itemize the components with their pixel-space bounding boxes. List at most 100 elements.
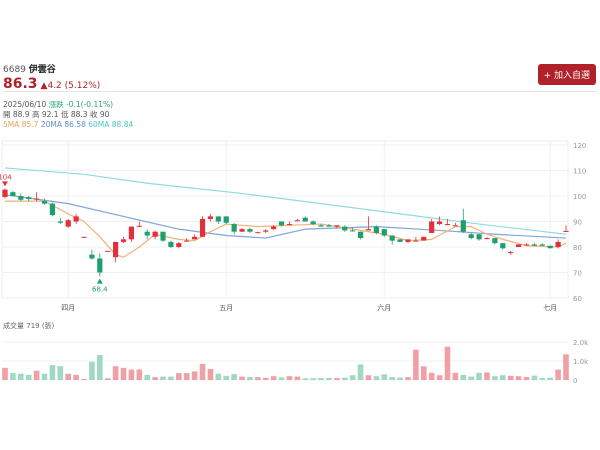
candle — [255, 232, 261, 234]
candle — [199, 218, 206, 237]
y-tick-label: 90 — [573, 219, 582, 227]
volume-bar — [270, 376, 277, 380]
min-price-label: 68.4 — [92, 286, 108, 294]
stock-name: 伊雲谷 — [28, 65, 56, 75]
candle — [436, 221, 443, 225]
max-marker-icon — [2, 181, 8, 187]
volume-bar — [191, 371, 198, 380]
stock-change: ▲4.2 (5.12%) — [40, 81, 101, 91]
add-watchlist-button[interactable]: + 加入自選 — [537, 64, 596, 85]
volume-bar — [231, 374, 237, 380]
candle — [357, 231, 364, 239]
candle — [120, 239, 127, 242]
volume-bar — [239, 376, 245, 380]
candle — [168, 241, 174, 247]
x-tick-label: 五月 — [219, 304, 233, 312]
candle — [484, 238, 490, 240]
volume-bar — [397, 377, 403, 380]
volume-bar — [515, 376, 522, 380]
volume-bar — [152, 377, 158, 380]
candle — [113, 241, 119, 258]
volume-bar — [341, 377, 348, 380]
volume-bar — [381, 374, 388, 380]
candle — [515, 244, 522, 247]
volume-bar — [436, 375, 443, 380]
candle — [160, 231, 166, 241]
low-label: 低 — [60, 110, 69, 119]
volume-bar — [41, 373, 48, 380]
candle — [326, 225, 332, 227]
volume-bar — [539, 378, 546, 380]
x-tick-label: 七月 — [543, 303, 557, 312]
volume-bar — [160, 376, 166, 380]
close-label: 收 — [89, 110, 98, 119]
candle — [555, 241, 561, 247]
candle — [468, 234, 474, 239]
candle — [57, 221, 63, 223]
change-value: -0.1(-0.11%) — [66, 100, 114, 109]
candle — [144, 231, 150, 236]
candle — [97, 258, 103, 273]
volume-bar — [405, 377, 411, 380]
candle — [365, 229, 372, 231]
volume-bar — [555, 369, 561, 380]
volume-bar — [507, 375, 514, 380]
candle — [405, 239, 411, 242]
volume-bar — [365, 375, 372, 380]
volume-bar — [452, 372, 459, 380]
volume-bar — [104, 378, 111, 380]
candle — [184, 240, 190, 242]
volume-bar — [73, 374, 79, 380]
volume-bar — [492, 376, 498, 380]
volume-bar — [310, 378, 316, 380]
candle — [421, 236, 427, 241]
volume-bar — [326, 377, 332, 380]
candle — [389, 235, 395, 241]
volume-bar — [499, 375, 506, 380]
candle — [539, 244, 545, 246]
volume-bar — [223, 375, 230, 380]
volume-bar — [334, 378, 340, 380]
y-tick-label: 60 — [573, 295, 582, 303]
divider — [3, 91, 597, 92]
volume-bar — [25, 374, 32, 380]
volume-bar — [255, 377, 261, 380]
volume-bar — [199, 363, 206, 380]
date: 2025/06/10 — [3, 100, 47, 109]
volume-bar — [302, 378, 309, 380]
candle — [318, 225, 324, 227]
volume-bar — [176, 373, 182, 380]
sma20-legend: 20MA 86.58 — [40, 120, 86, 129]
x-tick-label: 四月 — [61, 304, 75, 312]
open-value: 88.9 — [12, 110, 30, 119]
volume-bar — [97, 355, 103, 380]
volume-bar — [373, 376, 380, 380]
y-tick-label: 80 — [573, 244, 582, 252]
candle — [476, 234, 482, 240]
candle — [263, 230, 269, 232]
volume-bar — [120, 367, 127, 380]
candle — [278, 221, 285, 226]
candle — [136, 225, 142, 227]
y-tick-label: 100 — [573, 193, 586, 201]
volume-bar — [278, 377, 285, 380]
candle — [41, 201, 48, 204]
candle — [397, 239, 403, 242]
candle — [81, 236, 87, 238]
x-tick-label: 六月 — [377, 303, 391, 312]
high-label: 高 — [31, 110, 40, 119]
volume-bar — [112, 366, 119, 380]
candle — [10, 192, 16, 196]
candle — [239, 229, 245, 232]
candle — [65, 220, 71, 227]
volume-bar — [476, 372, 482, 380]
candle — [26, 197, 32, 200]
candle — [500, 243, 506, 249]
volume-bar — [247, 376, 253, 380]
volume-bar — [128, 369, 135, 380]
candle — [460, 220, 466, 232]
candle — [271, 226, 277, 230]
candle — [18, 196, 24, 200]
candle — [563, 230, 569, 232]
